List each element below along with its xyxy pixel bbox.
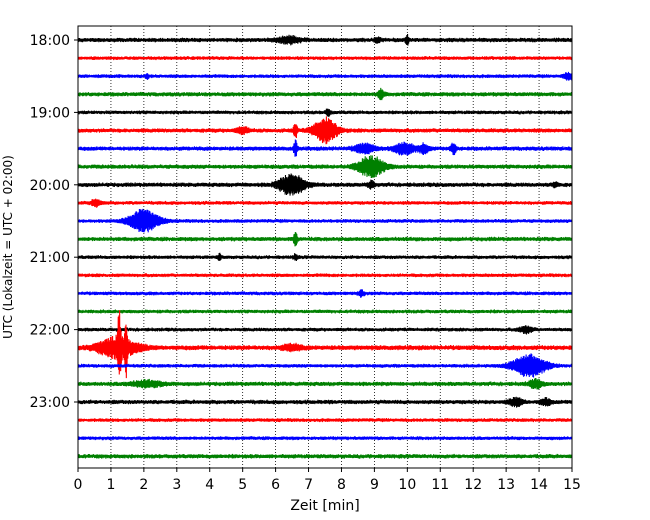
- trace-1915: [77, 116, 573, 145]
- trace-2100: [77, 252, 573, 262]
- y-tick-label: 21:00: [30, 250, 70, 266]
- x-tick-label: 5: [238, 477, 247, 493]
- trace-1900: [77, 108, 573, 118]
- x-tick-label: 10: [398, 477, 416, 493]
- trace-2330: [77, 436, 573, 441]
- trace-1815: [77, 56, 573, 61]
- trace-2345: [77, 453, 573, 459]
- trace-1800: [77, 34, 573, 46]
- x-tick-label: 15: [563, 477, 581, 493]
- x-tick-label: 7: [304, 477, 313, 493]
- trace-2245: [77, 378, 573, 390]
- trace-2315: [77, 417, 573, 423]
- trace-1930: [77, 139, 573, 157]
- trace-1830: [77, 71, 573, 81]
- y-tick-label: 23:00: [30, 395, 70, 411]
- x-tick-label: 4: [205, 477, 214, 493]
- trace-2030: [77, 208, 573, 233]
- trace-1945: [77, 155, 573, 179]
- x-tick-label: 9: [370, 477, 379, 493]
- trace-2200: [77, 325, 573, 335]
- trace-2000: [77, 173, 573, 196]
- seismogram-traces: [77, 34, 573, 459]
- x-tick-label: 3: [172, 477, 181, 493]
- trace-2045: [77, 231, 573, 247]
- x-tick-label: 6: [271, 477, 280, 493]
- x-tick-label: 0: [74, 477, 83, 493]
- trace-1845: [77, 87, 573, 101]
- trace-2300: [77, 396, 573, 408]
- y-axis-ticks: 18:00 19:00 20:00 21:00 22:00 23:00: [30, 33, 78, 411]
- x-tick-label: 8: [337, 477, 346, 493]
- trace-2230: [77, 353, 573, 378]
- trace-2215: [77, 310, 573, 379]
- x-tick-label: 1: [106, 477, 115, 493]
- plot-frame: [77, 25, 573, 469]
- x-tick-label: 12: [464, 477, 482, 493]
- x-axis-label: Zeit [min]: [290, 498, 359, 514]
- y-tick-label: 19:00: [30, 105, 70, 121]
- y-tick-label: 18:00: [30, 33, 70, 49]
- trace-2015: [77, 198, 573, 208]
- y-tick-label: 20:00: [30, 178, 70, 194]
- x-tick-label: 11: [431, 477, 449, 493]
- x-tick-label: 13: [497, 477, 515, 493]
- trace-2115: [77, 273, 573, 278]
- x-tick-label: 2: [139, 477, 148, 493]
- x-tick-label: 14: [530, 477, 548, 493]
- trace-2145: [77, 309, 573, 314]
- y-axis-label: UTC (Lokalzeit = UTC + 02:00): [1, 155, 15, 339]
- y-tick-label: 22:00: [30, 323, 70, 339]
- trace-2130: [77, 289, 573, 298]
- x-axis-ticks: 0 1 2 3 4 5 6 7 8 9 10 11 12 13 14 15: [74, 468, 581, 493]
